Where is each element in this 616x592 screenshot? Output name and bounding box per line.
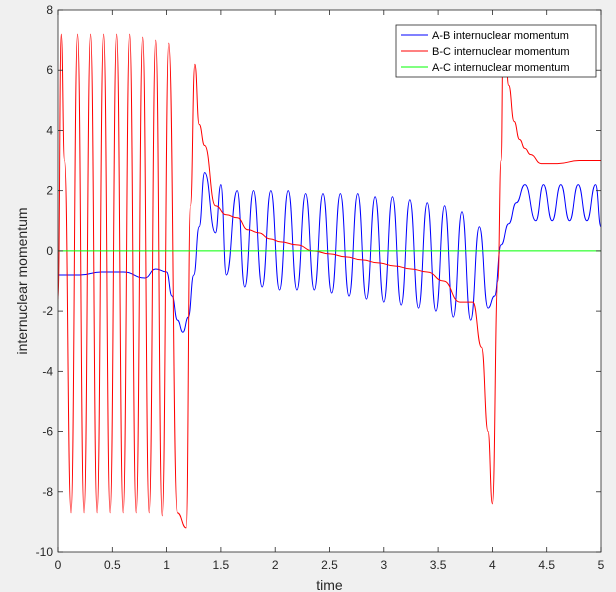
y-axis-label: internuclear momentum <box>14 207 30 354</box>
series-layer <box>57 33 602 529</box>
x-tick-label: 2.5 <box>321 558 338 572</box>
y-tick-label: -2 <box>42 304 53 318</box>
y-tick-label: -4 <box>42 364 53 378</box>
y-tick-label: 8 <box>46 3 53 17</box>
legend-box <box>395 24 597 78</box>
y-tick-label: 6 <box>46 63 53 77</box>
legend-entry: B-C internuclear momentum <box>432 46 570 58</box>
y-tick-label: 4 <box>46 123 53 137</box>
x-tick-label: 0.5 <box>104 558 121 572</box>
legend: A-B internuclear momentum B-C internuclea… <box>395 24 597 78</box>
x-tick-label: 2 <box>272 558 279 572</box>
y-tick-label: 2 <box>46 184 53 198</box>
series-line-1 <box>57 172 602 333</box>
legend-entry: A-C internuclear momentum <box>432 62 570 74</box>
x-tick-label: 1 <box>163 558 170 572</box>
y-tick-label: -10 <box>36 545 54 559</box>
x-tick-label: 3 <box>380 558 387 572</box>
y-tick-label: -6 <box>42 425 53 439</box>
x-tick-label: 4.5 <box>538 558 555 572</box>
y-tick-label: -8 <box>42 485 53 499</box>
x-tick-label: 1.5 <box>213 558 230 572</box>
ticks-layer: 0 0.5 1 1.5 2 2.5 3 3.5 4 4.5 5 -10 -8 -6 -4 -2 0 2 4 6 8 <box>36 3 605 572</box>
x-axis-label: time <box>316 577 343 592</box>
y-tick-label: 0 <box>46 244 53 258</box>
legend-entry: A-B internuclear momentum <box>432 30 569 42</box>
x-tick-label: 5 <box>598 558 605 572</box>
series-line-2 <box>57 33 601 529</box>
x-tick-label: 0 <box>55 558 62 572</box>
x-tick-label: 4 <box>489 558 496 572</box>
x-tick-label: 3.5 <box>430 558 447 572</box>
